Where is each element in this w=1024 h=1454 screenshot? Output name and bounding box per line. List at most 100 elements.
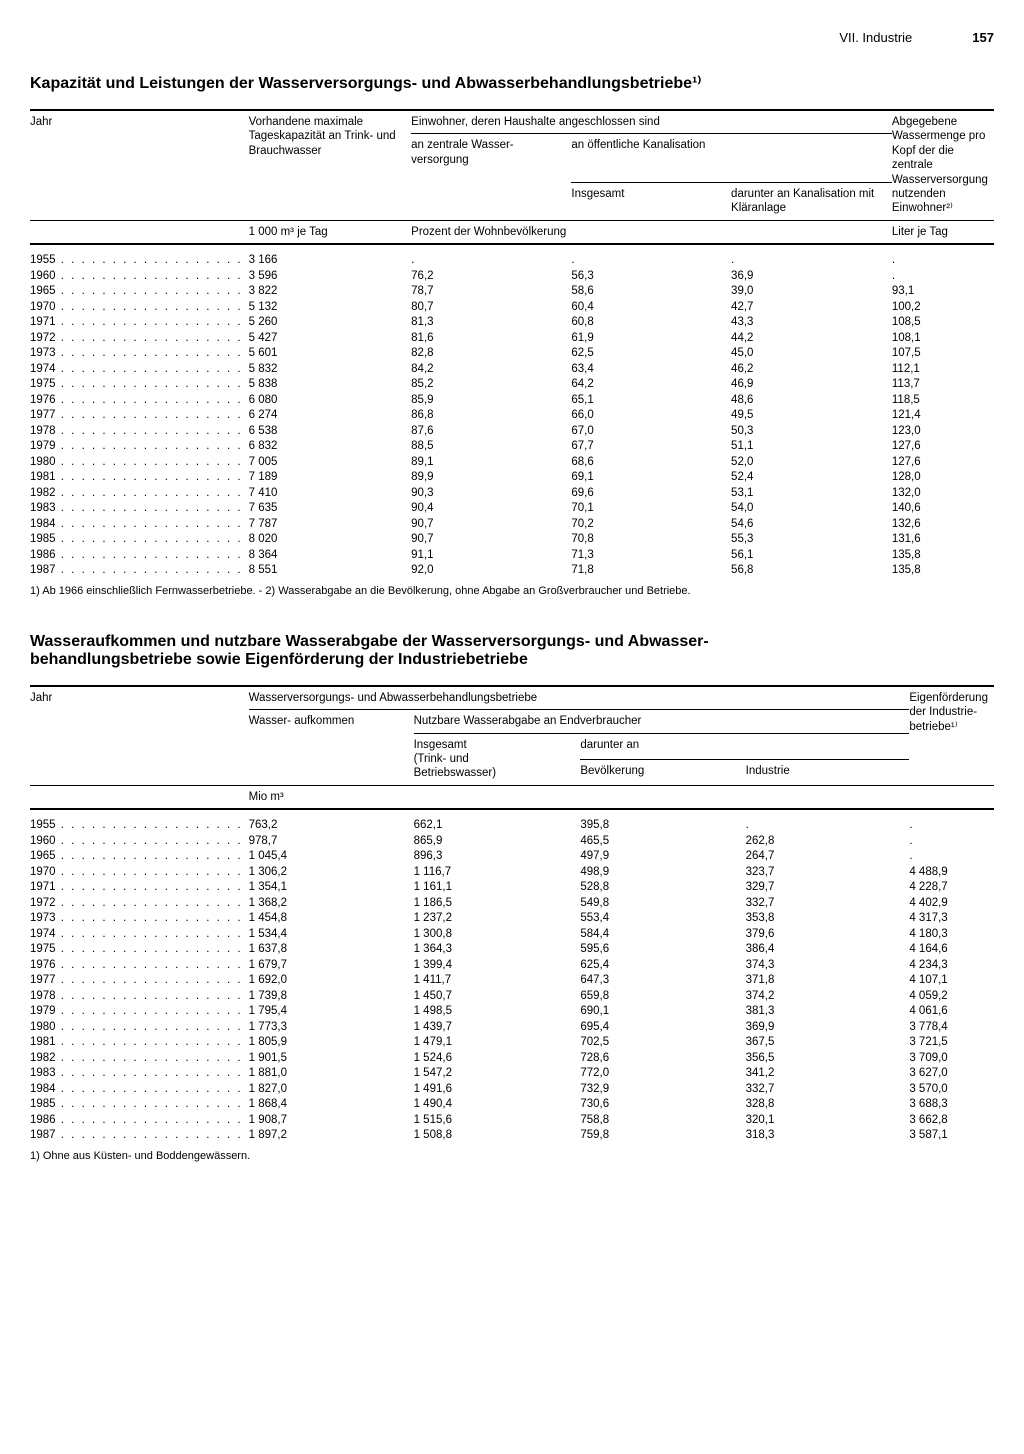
leader-dots: . . . . . . . . . . . . . . . . . . — [56, 1052, 243, 1064]
cell-year: 1971 . . . . . . . . . . . . . . . . . . — [30, 880, 249, 896]
year-label: 1976 — [30, 394, 56, 406]
col-bev: Bevölkerung — [580, 759, 745, 785]
col-abgabe-header: Nutzbare Wasserabgabe an Endverbraucher — [414, 710, 910, 733]
year-label: 1982 — [30, 1052, 56, 1064]
cell-percapita: 118,5 — [892, 393, 994, 409]
leader-dots: . . . . . . . . . . . . . . . . . . — [56, 409, 243, 421]
cell-year: 1972 . . . . . . . . . . . . . . . . . . — [30, 896, 249, 912]
cell-aufkommen: 1 897,2 — [249, 1128, 414, 1144]
cell-year: 1980 . . . . . . . . . . . . . . . . . . — [30, 455, 249, 471]
cell-aufkommen: 1 901,5 — [249, 1051, 414, 1067]
cell-bev: 584,4 — [580, 927, 745, 943]
cell-sewer-treated: 36,9 — [731, 269, 892, 285]
year-label: 1973 — [30, 912, 56, 924]
cell-central: 90,3 — [411, 486, 571, 502]
leader-dots: . . . . . . . . . . . . . . . . . . — [56, 347, 243, 359]
cell-sewer-total: 69,6 — [571, 486, 731, 502]
leader-dots: . . . . . . . . . . . . . . . . . . — [56, 332, 243, 344]
col-ind: Industrie — [746, 759, 910, 785]
col-darunter: darunter an — [580, 733, 909, 759]
unit-pct: Prozent der Wohnbevölkerung — [411, 220, 892, 244]
cell-insgesamt: 865,9 — [414, 834, 581, 850]
leader-dots: . . . . . . . . . . . . . . . . . . — [56, 518, 243, 530]
cell-capacity: 5 832 — [249, 362, 412, 378]
cell-eigen: 3 587,1 — [909, 1128, 994, 1144]
cell-bev: 498,9 — [580, 865, 745, 881]
table-row: 1955 . . . . . . . . . . . . . . . . . .… — [30, 809, 994, 834]
cell-insgesamt: 1 364,3 — [414, 942, 581, 958]
cell-sewer-treated: . — [731, 244, 892, 269]
table-row: 1977 . . . . . . . . . . . . . . . . . .… — [30, 408, 994, 424]
year-label: 1987 — [30, 564, 56, 576]
cell-ind: 374,2 — [746, 989, 910, 1005]
cell-central: 91,1 — [411, 548, 571, 564]
cell-eigen: 4 107,1 — [909, 973, 994, 989]
year-label: 1970 — [30, 866, 56, 878]
cell-sewer-total: 61,9 — [571, 331, 731, 347]
cell-year: 1979 . . . . . . . . . . . . . . . . . . — [30, 439, 249, 455]
cell-sewer-total: 71,8 — [571, 563, 731, 579]
cell-eigen: 3 570,0 — [909, 1082, 994, 1098]
cell-central: 84,2 — [411, 362, 571, 378]
cell-insgesamt: 1 186,5 — [414, 896, 581, 912]
cell-year: 1981 . . . . . . . . . . . . . . . . . . — [30, 470, 249, 486]
cell-sewer-total: 58,6 — [571, 284, 731, 300]
year-label: 1981 — [30, 1036, 56, 1048]
table-row: 1977 . . . . . . . . . . . . . . . . . .… — [30, 973, 994, 989]
leader-dots: . . . . . . . . . . . . . . . . . . — [56, 301, 243, 313]
table-row: 1981 . . . . . . . . . . . . . . . . . .… — [30, 1035, 994, 1051]
cell-sewer-treated: 55,3 — [731, 532, 892, 548]
cell-ind: 328,8 — [746, 1097, 910, 1113]
cell-bev: 647,3 — [580, 973, 745, 989]
cell-sewer-total: 63,4 — [571, 362, 731, 378]
cell-sewer-treated: 43,3 — [731, 315, 892, 331]
cell-central: 90,7 — [411, 532, 571, 548]
year-label: 1972 — [30, 897, 56, 909]
cell-year: 1980 . . . . . . . . . . . . . . . . . . — [30, 1020, 249, 1036]
leader-dots: . . . . . . . . . . . . . . . . . . — [56, 819, 243, 831]
page-number: 157 — [972, 30, 994, 45]
cell-ind: 379,6 — [746, 927, 910, 943]
year-label: 1965 — [30, 850, 56, 862]
year-label: 1974 — [30, 928, 56, 940]
col-insgesamt: Insgesamt (Trink- und Betriebswasser) — [414, 733, 581, 785]
table-row: 1978 . . . . . . . . . . . . . . . . . .… — [30, 989, 994, 1005]
year-label: 1955 — [30, 819, 56, 831]
cell-insgesamt: 1 490,4 — [414, 1097, 581, 1113]
cell-sewer-treated: 54,6 — [731, 517, 892, 533]
cell-sewer-treated: 52,0 — [731, 455, 892, 471]
year-label: 1975 — [30, 378, 56, 390]
cell-percapita: 127,6 — [892, 439, 994, 455]
cell-ind: 332,7 — [746, 896, 910, 912]
cell-year: 1974 . . . . . . . . . . . . . . . . . . — [30, 927, 249, 943]
cell-aufkommen: 1 045,4 — [249, 849, 414, 865]
cell-capacity: 7 189 — [249, 470, 412, 486]
cell-percapita: 121,4 — [892, 408, 994, 424]
cell-year: 1987 . . . . . . . . . . . . . . . . . . — [30, 563, 249, 579]
table-row: 1982 . . . . . . . . . . . . . . . . . .… — [30, 486, 994, 502]
cell-central: 85,9 — [411, 393, 571, 409]
leader-dots: . . . . . . . . . . . . . . . . . . — [56, 564, 243, 576]
cell-percapita: 135,8 — [892, 563, 994, 579]
cell-year: 1974 . . . . . . . . . . . . . . . . . . — [30, 362, 249, 378]
cell-eigen: 3 778,4 — [909, 1020, 994, 1036]
cell-eigen: 4 180,3 — [909, 927, 994, 943]
unit-capacity: 1 000 m³ je Tag — [249, 220, 412, 244]
cell-insgesamt: 1 439,7 — [414, 1020, 581, 1036]
cell-bev: 465,5 — [580, 834, 745, 850]
leader-dots: . . . . . . . . . . . . . . . . . . — [56, 270, 243, 282]
cell-sewer-total: 62,5 — [571, 346, 731, 362]
cell-year: 1975 . . . . . . . . . . . . . . . . . . — [30, 377, 249, 393]
col-central: an zentrale Wasser- versorgung — [411, 134, 571, 220]
year-label: 1981 — [30, 471, 56, 483]
table-row: 1985 . . . . . . . . . . . . . . . . . .… — [30, 532, 994, 548]
cell-year: 1955 . . . . . . . . . . . . . . . . . . — [30, 244, 249, 269]
cell-year: 1981 . . . . . . . . . . . . . . . . . . — [30, 1035, 249, 1051]
table-row: 1986 . . . . . . . . . . . . . . . . . .… — [30, 548, 994, 564]
year-label: 1983 — [30, 502, 56, 514]
cell-ind: 320,1 — [746, 1113, 910, 1129]
cell-sewer-total: 56,3 — [571, 269, 731, 285]
cell-sewer-total: 70,2 — [571, 517, 731, 533]
cell-bev: 772,0 — [580, 1066, 745, 1082]
cell-bev: 695,4 — [580, 1020, 745, 1036]
